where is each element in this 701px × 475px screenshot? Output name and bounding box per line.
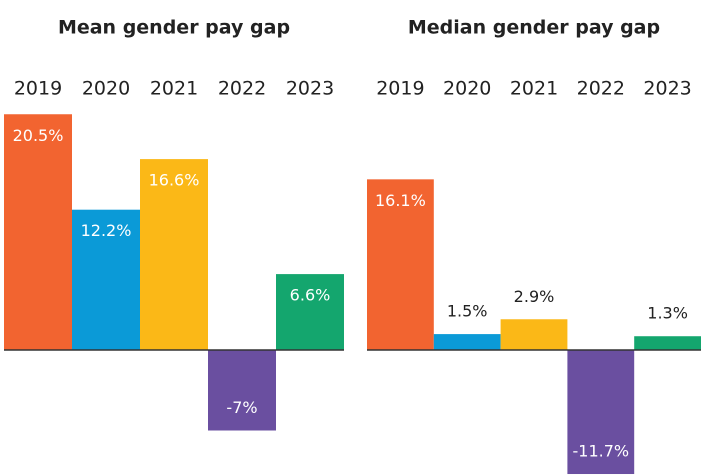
bar [433, 334, 501, 350]
x-tick-label: 2022 [218, 78, 266, 100]
bar [567, 350, 635, 475]
x-tick-label: 2023 [643, 78, 691, 100]
x-tick-label: 2019 [376, 78, 424, 100]
x-tick-label: 2019 [14, 78, 62, 100]
chart-title: Median gender pay gap [408, 17, 660, 39]
bar [72, 209, 140, 350]
data-label: 20.5% [13, 126, 64, 145]
chart-title: Mean gender pay gap [58, 17, 290, 39]
data-label: -7% [226, 398, 257, 417]
data-label: 1.3% [647, 304, 688, 323]
x-tick-label: 2022 [577, 78, 625, 100]
bar [276, 274, 344, 350]
data-label: 1.5% [447, 302, 488, 321]
data-label: -11.7% [572, 442, 629, 461]
data-label: 16.6% [149, 171, 200, 190]
bar [367, 179, 434, 350]
x-tick-label: 2021 [510, 78, 558, 100]
x-tick-label: 2020 [443, 78, 491, 100]
x-tick-label: 2023 [286, 78, 334, 100]
bar [140, 159, 208, 350]
bar [500, 319, 568, 350]
x-tick-label: 2020 [82, 78, 130, 100]
data-label: 12.2% [81, 221, 132, 240]
data-label: 2.9% [514, 287, 555, 306]
bar [4, 114, 72, 350]
x-tick-label: 2021 [150, 78, 198, 100]
bar [208, 350, 276, 431]
data-label: 6.6% [290, 286, 331, 305]
data-label: 16.1% [375, 191, 426, 210]
bar [634, 336, 701, 350]
